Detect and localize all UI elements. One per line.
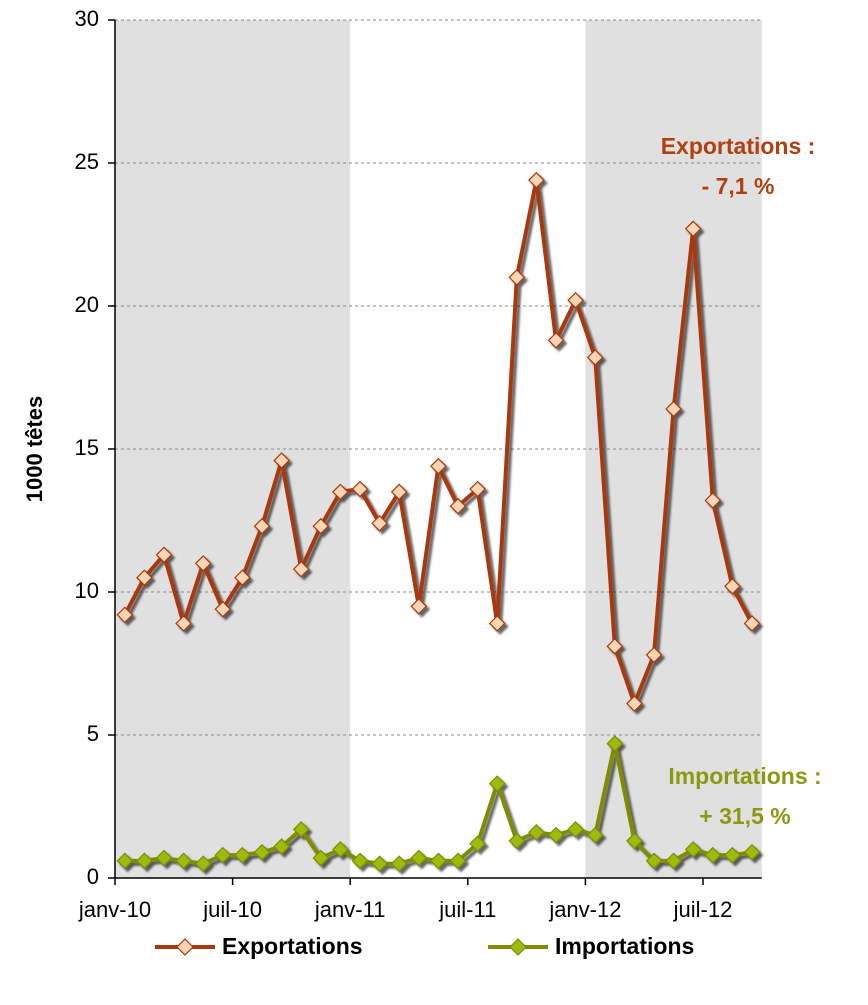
legend-marker [176, 938, 194, 956]
marker [724, 846, 741, 864]
marker [567, 821, 584, 838]
marker [292, 821, 310, 838]
marker [410, 597, 428, 615]
marker [528, 823, 545, 841]
marker [704, 846, 722, 864]
marker [253, 517, 271, 535]
marker [155, 546, 173, 564]
marker [449, 497, 467, 515]
marker [626, 695, 643, 712]
marker [371, 515, 388, 532]
marker [136, 852, 153, 870]
shaded-band [115, 20, 351, 878]
marker [469, 835, 486, 853]
marker [665, 400, 682, 418]
x-tick-label: juil-11 [438, 897, 496, 922]
marker [234, 569, 251, 587]
marker [155, 849, 173, 867]
marker [194, 555, 212, 572]
y-tick-label: 0 [87, 864, 99, 889]
marker [430, 457, 447, 475]
marker [292, 560, 310, 578]
marker [273, 838, 290, 855]
marker [665, 852, 682, 870]
marker [508, 832, 526, 850]
marker [194, 855, 212, 873]
marker [488, 775, 506, 792]
marker [351, 852, 369, 870]
marker [449, 852, 467, 870]
marker [234, 846, 251, 864]
annotation: + 31,5 % [699, 803, 790, 829]
marker [332, 483, 349, 501]
marker [469, 480, 486, 498]
x-tick-label: janv-10 [78, 897, 151, 922]
marker [645, 646, 663, 664]
x-tick-label: janv-12 [548, 897, 621, 922]
marker [136, 569, 153, 587]
marker [175, 615, 192, 632]
y-tick-label: 20 [75, 292, 99, 317]
x-tick-label: janv-11 [314, 897, 386, 922]
marker [684, 220, 702, 238]
marker [116, 852, 134, 870]
x-tick-label: juil-12 [673, 897, 733, 922]
marker [332, 841, 349, 858]
marker [214, 600, 232, 618]
marker [684, 841, 702, 858]
legend-marker [509, 938, 527, 956]
marker [586, 826, 604, 844]
marker [312, 849, 330, 867]
annotation: Exportations : [661, 133, 816, 159]
marker [116, 606, 134, 624]
marker [743, 615, 761, 632]
marker [214, 846, 232, 864]
annotation: - 7,1 % [702, 173, 775, 199]
marker [626, 832, 643, 850]
marker [586, 349, 604, 366]
marker [488, 615, 506, 632]
marker [312, 517, 330, 535]
marker [704, 492, 722, 509]
marker [547, 331, 565, 349]
marker [606, 735, 624, 752]
marker [390, 855, 408, 873]
marker [273, 452, 290, 469]
marker [724, 577, 741, 595]
marker [606, 637, 624, 655]
marker [547, 826, 565, 844]
y-tick-label: 5 [87, 721, 99, 746]
marker [645, 852, 663, 870]
marker [743, 843, 761, 861]
marker [528, 171, 545, 189]
marker [351, 480, 369, 498]
marker [567, 291, 584, 309]
y-tick-label: 10 [75, 578, 99, 603]
marker [410, 849, 428, 867]
annotation: Importations : [668, 763, 821, 789]
y-tick-label: 15 [75, 435, 99, 460]
legend-label: Importations [555, 933, 694, 959]
marker [508, 269, 526, 286]
legend-label: Exportations [222, 933, 363, 959]
x-tick-label: juil-10 [202, 897, 262, 922]
y-tick-label: 30 [75, 6, 99, 31]
marker [430, 852, 447, 870]
y-tick-label: 25 [75, 149, 99, 174]
marker [371, 855, 388, 873]
y-axis-label: 1000 têtes [22, 396, 47, 502]
marker [390, 483, 408, 501]
marker [253, 843, 271, 861]
marker [175, 852, 192, 870]
